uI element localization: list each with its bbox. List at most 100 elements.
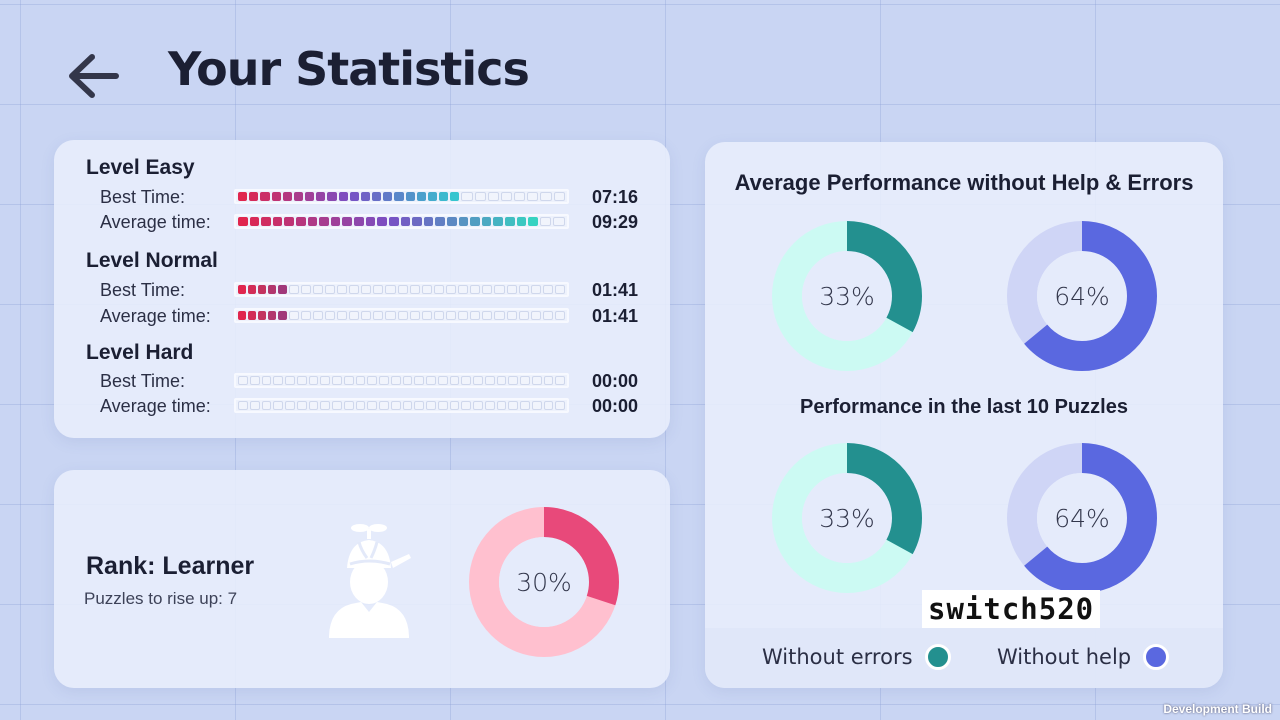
row-time: 00:00 [592,371,639,391]
bar-segment-empty [484,401,495,410]
ring-progress-arc [1007,443,1157,593]
bar-segment-filled [342,217,353,226]
bar-segment-empty [458,311,469,320]
bar-segment-filled [258,311,267,320]
bar-segment-filled [493,217,504,226]
bar-segment-empty [433,311,444,320]
bar-segment-filled [505,217,515,226]
bar-segment-empty [361,285,372,294]
bar-segment-empty [461,192,473,201]
bar-segment-empty [373,311,384,320]
bar-segment-empty [437,401,448,410]
level-normal-title: Level Normal [86,249,218,272]
row-label: Best Time: [100,280,186,300]
bar-segment-empty [508,401,518,410]
bar-segment-empty [349,285,360,294]
bar-segment-empty [520,376,530,385]
rank-title: Rank: Learner [86,552,255,580]
bar-segment-empty [449,376,460,385]
ring-center [499,537,589,627]
rank-progress-label: 30% [516,567,572,597]
bar-segment-filled [327,192,337,201]
bar-segment-filled [412,217,422,226]
bar-segment-filled [271,192,281,201]
bar-segment-filled [338,192,348,201]
bar-segment-filled [258,285,267,294]
bar-segment-empty [249,376,260,385]
bar-segment-filled [316,192,326,201]
time-bar [234,398,569,413]
bar-segment-filled [268,311,277,320]
bar-segment-empty [496,376,507,385]
bar-segment-empty [320,376,330,385]
bar-segment-empty [300,311,311,320]
bar-segment-empty [249,401,260,410]
bar-segment-empty [355,401,366,410]
without-errors-ring-last10: 33% [771,442,923,594]
row-time: 01:41 [592,280,639,300]
bar-segment-empty [543,401,554,410]
ring-center [802,473,892,563]
bar-segment-empty [482,285,493,294]
bar-segment-empty [385,311,396,320]
bar-segment-empty [508,376,518,385]
bar-segment-empty [470,311,481,320]
bar-segment-empty [296,401,307,410]
bar-segment-filled [319,217,329,226]
bar-segment-empty [487,192,499,201]
average-performance-title: Average Performance without Help & Error… [734,170,1194,195]
bar-segment-empty [553,217,566,226]
bar-segment-empty [414,376,424,385]
bar-segment-empty [349,311,360,320]
bar-segment-filled [349,192,359,201]
level-times-card: Level Easy Best Time: 07:16 Average time… [54,140,670,438]
bar-segment-empty [553,192,565,201]
bar-segment-filled [372,192,382,201]
bar-segment-filled [268,285,277,294]
bar-segment-filled [360,192,371,201]
ring-label: 64% [1054,503,1110,533]
row-time: 00:00 [592,396,639,416]
legend-item-help: Without help [997,644,1170,670]
bar-segment-empty [433,285,444,294]
bar-segment-empty [238,401,248,410]
ring-center [1037,251,1127,341]
bar-segment-filled [394,192,404,201]
bar-segment-empty [390,376,401,385]
development-build-label: Development Build [1163,702,1272,716]
bar-segment-empty [300,285,311,294]
row-time: 07:16 [592,187,639,207]
bar-segment-filled [427,192,438,201]
bar-segment-empty [506,285,517,294]
bar-segment-filled [400,217,411,226]
bar-segment-empty [379,401,389,410]
without-errors-ring-avg: 33% [771,220,923,372]
bar-segment-empty [461,376,471,385]
back-button[interactable] [60,44,124,108]
bar-segment-empty [361,311,372,320]
row-label: Average time: [100,212,211,232]
bar-segment-empty [332,376,342,385]
bar-segment-filled [282,192,292,201]
legend: Without errors Without help [705,628,1223,688]
teal-dot-icon [924,644,951,670]
bar-segment-empty [373,285,384,294]
bar-segment-filled [439,192,449,201]
bar-segment-filled [416,192,426,201]
row-label: Best Time: [100,371,186,391]
bar-segment-empty [336,311,348,320]
bar-segment-filled [470,217,480,226]
bar-segment-empty [527,192,539,201]
bar-segment-empty [520,401,530,410]
bar-segment-filled [284,217,295,226]
bar-segment-empty [445,311,457,320]
ring-label: 64% [1054,281,1110,311]
bar-segment-empty [543,376,554,385]
bar-segment-empty [531,401,542,410]
bar-segment-filled [423,217,434,226]
bar-segment-filled [248,311,257,320]
bar-segment-empty [496,401,507,410]
bar-segment-filled [528,217,538,226]
bar-segment-empty [308,401,319,410]
bar-segment-empty [530,311,541,320]
